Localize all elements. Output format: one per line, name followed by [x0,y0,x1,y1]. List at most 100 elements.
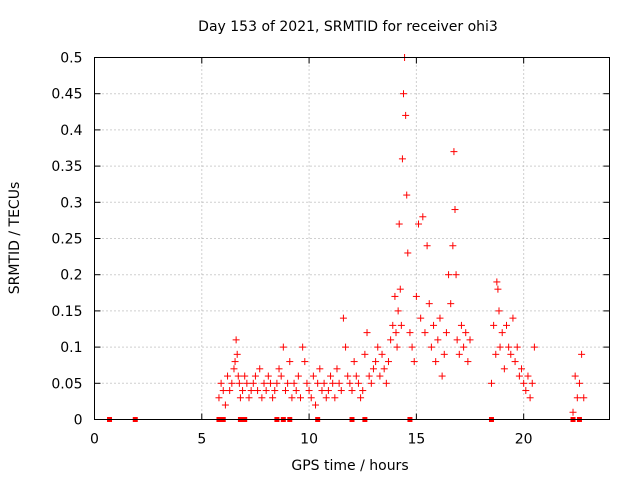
data-point [361,350,369,358]
data-point [309,372,317,380]
data-point [329,379,337,387]
data-point [403,191,411,199]
data-point [249,379,257,387]
data-point [524,372,532,380]
y-tick-label: 0.5 [60,51,82,67]
data-point [522,387,530,395]
data-point [251,372,259,380]
data-point [247,387,255,395]
x-tick-label: 20 [515,432,533,448]
data-point [423,242,431,250]
data-point [505,343,513,351]
data-point [337,387,345,395]
data-point [498,329,506,337]
data-point [511,358,519,366]
data-point [365,372,373,380]
data-point [404,249,412,257]
data-point [417,314,425,322]
data-point [569,408,577,416]
x-tick-label: 15 [407,432,425,448]
x-axis-label: GPS time / hours [291,458,408,474]
data-point [228,379,236,387]
data-point [314,379,322,387]
data-point [331,394,339,402]
data-point [451,206,459,214]
data-point [288,394,296,402]
data-point [286,358,294,366]
data-point [339,314,347,322]
data-point [367,379,375,387]
y-tick-label: 0.45 [51,87,82,103]
y-tick-label: 0.3 [60,195,82,211]
data-point [528,379,536,387]
data-point [297,394,304,402]
data-point [449,242,457,250]
data-point [324,387,332,395]
data-point [327,372,335,380]
data-point [490,321,498,329]
data-point [281,387,289,395]
data-point [513,343,521,351]
y-tick-label: 0.2 [60,268,82,284]
data-point [518,365,526,373]
x-tick-label: 0 [90,432,99,448]
data-point [460,343,468,351]
data-point [515,372,523,380]
y-tick-label: 0 [74,413,83,429]
data-point [221,401,229,409]
data-point [254,387,262,395]
data-point [571,372,579,380]
data-point [438,372,446,380]
data-point [447,300,455,308]
data-point [273,379,281,387]
data-point [415,220,423,228]
data-point [430,321,438,329]
data-point [427,343,435,351]
data-point [440,350,448,358]
data-point [487,379,495,387]
x-tick-label: 10 [300,432,318,448]
data-point [232,336,240,344]
data-point [354,379,362,387]
data-point [301,358,309,366]
data-point [352,372,360,380]
data-point [369,365,377,373]
data-point [231,358,239,366]
data-point [215,394,223,402]
data-point [224,372,232,380]
data-point [312,401,320,409]
data-point [425,300,433,308]
data-point [402,111,410,119]
data-point [271,387,279,395]
data-point [269,394,277,402]
data-point [500,365,508,373]
axis-ticks: 0 0.05 0.1 0.15 0.2 0.25 0.3 0.35 0.4 0.45 0.5 0 5 10… [51,51,610,448]
data-point [376,372,384,380]
data-point [412,292,420,300]
data-point [450,148,458,156]
data-point [303,379,311,387]
data-point [578,350,586,358]
data-point [394,307,402,315]
data-point [457,321,465,329]
data-point [580,394,588,402]
data-point [384,358,392,366]
data-point [239,387,247,395]
data-point [277,372,285,380]
data-point [419,213,427,221]
data-point [507,350,515,358]
data-point [387,336,395,344]
data-point [509,314,517,322]
data-point [398,155,406,163]
grid [94,57,610,420]
data-point [245,394,253,402]
data-point [391,292,399,300]
data-point [292,387,300,395]
y-tick-label: 0.1 [60,340,82,356]
data-point [344,372,352,380]
data-point [396,285,404,293]
y-axis-label: SRMTID / TECUs [7,182,23,295]
data-point [236,394,244,402]
data-point [432,358,440,366]
data-point [279,343,287,351]
